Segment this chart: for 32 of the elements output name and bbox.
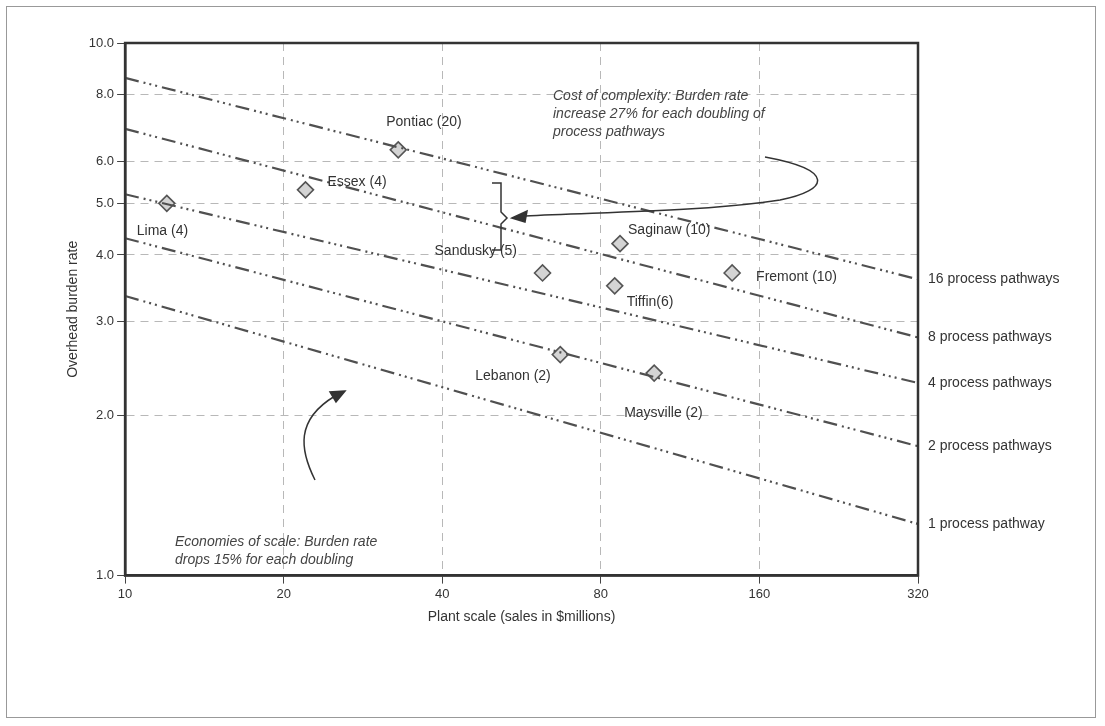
series-label: 16 process pathways bbox=[928, 270, 1060, 287]
annotation: Cost of complexity: Burden rate increase 27% for each doubling of process pathways bbox=[553, 86, 767, 140]
y-axis-title: Overhead burden rate bbox=[64, 240, 81, 378]
series-label: 8 process pathways bbox=[928, 328, 1052, 345]
y-tick-label: 5.0 bbox=[96, 194, 115, 210]
y-tick-label: 1.0 bbox=[96, 567, 115, 583]
y-tick-label: 8.0 bbox=[96, 86, 115, 102]
y-tick-label: 2.0 bbox=[96, 406, 115, 422]
series-label: 1 process pathway bbox=[928, 514, 1045, 531]
y-tick-label: 3.0 bbox=[96, 313, 115, 329]
x-tick-label: 20 bbox=[276, 585, 291, 601]
x-tick-label: 40 bbox=[435, 585, 450, 601]
annotation: Lebanon (2) bbox=[475, 367, 551, 384]
annotation: Lima (4) bbox=[136, 222, 189, 239]
series-label: 4 process pathways bbox=[928, 373, 1052, 390]
annotation: Tiffin(6) bbox=[626, 292, 674, 309]
y-tick-label: 4.0 bbox=[96, 246, 115, 262]
x-tick-label: 320 bbox=[907, 585, 929, 601]
annotation: Essex (4) bbox=[327, 172, 387, 189]
x-axis-title: Plant scale (sales in $millions) bbox=[427, 608, 616, 625]
series-label: 2 process pathways bbox=[928, 437, 1052, 454]
x-tick-label: 80 bbox=[593, 585, 609, 601]
y-tick-label: 6.0 bbox=[96, 152, 115, 168]
annotation: Fremont (10) bbox=[756, 267, 838, 284]
annotation: Pontiac (20) bbox=[386, 112, 462, 129]
y-tick-label: 10.0 bbox=[88, 34, 115, 50]
x-tick-label: 10 bbox=[117, 585, 133, 601]
annotation: Saginaw (10) bbox=[628, 220, 711, 237]
annotation: Sandusky (5) bbox=[434, 241, 518, 258]
annotation: Economies of scale: Burden rate drops 15% for each doubling bbox=[175, 532, 379, 568]
annotation: Maysville (2) bbox=[624, 403, 703, 420]
x-tick-label: 160 bbox=[748, 585, 771, 601]
